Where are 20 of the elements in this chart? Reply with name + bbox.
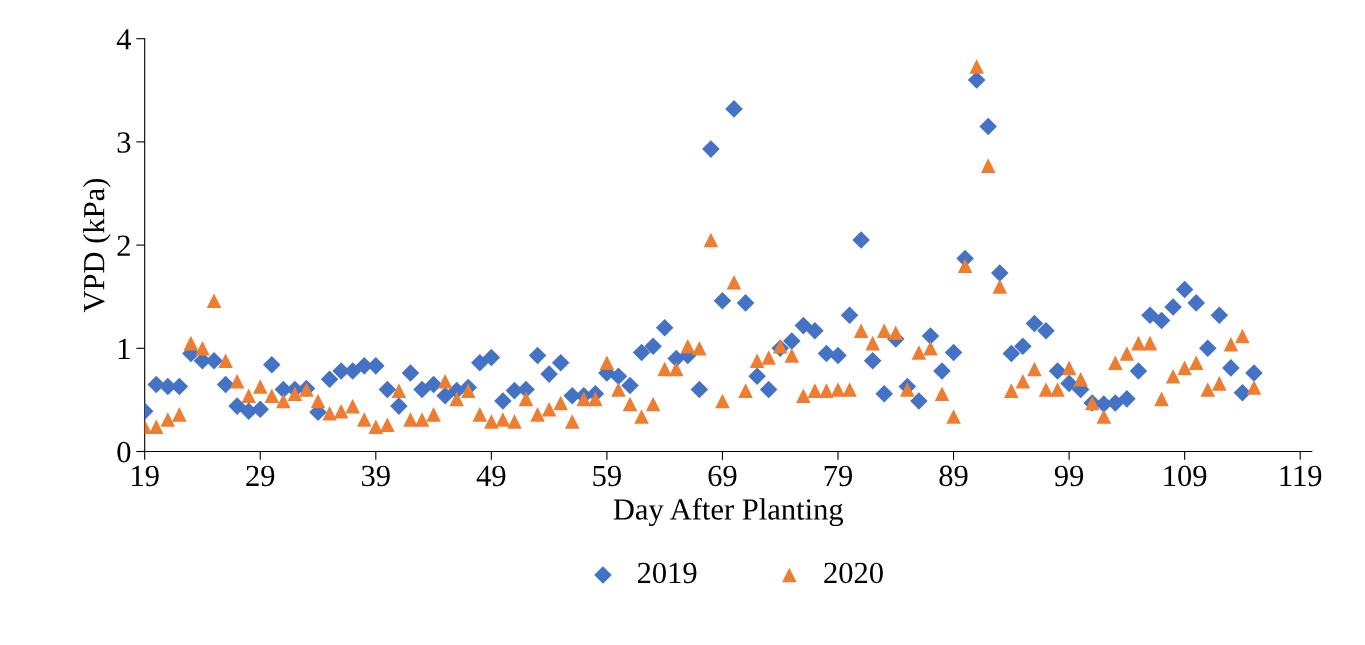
x-tick-label: 49 <box>476 465 506 487</box>
x-axis-title: Day After Planting <box>613 497 844 527</box>
y-tick-label: 2 <box>117 235 130 256</box>
y-tick-label: 4 <box>116 29 132 50</box>
x-tick-label: 19 <box>132 465 159 487</box>
x-tick-label: 109 <box>1164 465 1207 487</box>
x-tick-label: 79 <box>824 465 853 487</box>
y-axis-title: VPD (kPa) <box>82 178 111 313</box>
x-tick-label: 99 <box>1054 465 1084 487</box>
y-tick-label: 0 <box>117 441 131 463</box>
legend-label: 2020 <box>824 562 883 584</box>
x-tick-label: 29 <box>246 465 275 487</box>
y-tick-label: 1 <box>118 338 130 359</box>
y-tick-label: 3 <box>117 132 131 153</box>
x-tick-label: 119 <box>1280 465 1322 487</box>
x-tick-label: 39 <box>361 465 390 487</box>
legend-label: 2019 <box>637 562 697 584</box>
x-tick-label: 89 <box>939 465 968 487</box>
x-tick-label: 59 <box>593 465 621 487</box>
x-tick-label: 69 <box>708 465 737 487</box>
